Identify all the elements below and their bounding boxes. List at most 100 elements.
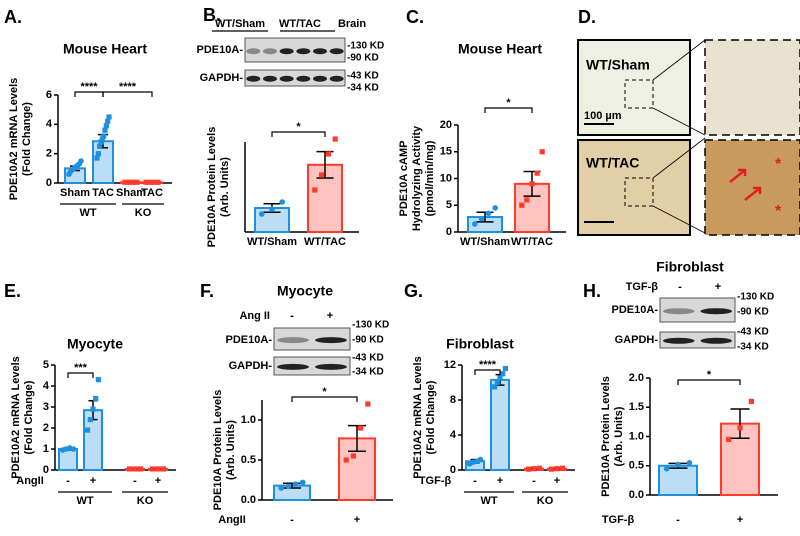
blot-band xyxy=(329,75,344,82)
significance-bracket xyxy=(484,107,533,113)
data-point xyxy=(300,479,306,486)
data-point xyxy=(500,371,506,377)
panel-label: A. xyxy=(4,7,22,27)
x-tick-label: - xyxy=(290,514,294,526)
data-point xyxy=(325,151,331,157)
blot-treatment: TGF-β xyxy=(626,281,659,293)
data-point xyxy=(155,466,161,472)
data-point xyxy=(126,179,132,185)
blot-strip xyxy=(273,356,351,376)
data-point xyxy=(549,466,555,472)
y-tick-label: 1.0 xyxy=(241,414,256,426)
blot-lane: + xyxy=(715,281,721,293)
y-tick-label: 4 xyxy=(450,429,457,441)
data-point xyxy=(519,202,525,208)
y-axis-label: (Fold Change) xyxy=(23,380,35,454)
data-point xyxy=(105,118,111,124)
x-tick-label: + xyxy=(155,475,161,487)
data-point xyxy=(492,384,498,390)
data-point xyxy=(292,481,299,487)
significance-bracket xyxy=(474,369,501,375)
blot-size: -43 KD xyxy=(737,327,769,338)
significance-label: * xyxy=(322,386,327,398)
group-label: WT xyxy=(76,495,93,507)
y-tick-label: 0 xyxy=(450,464,456,476)
x-axis-label: AngII xyxy=(16,475,44,487)
data-point xyxy=(130,179,136,185)
data-point xyxy=(99,136,105,142)
y-tick-label: 0.5 xyxy=(241,454,256,466)
y-tick-label: 0 xyxy=(43,464,49,476)
data-point xyxy=(102,127,108,133)
blot-band xyxy=(663,308,695,315)
y-axis-label: (Fold Change) xyxy=(21,102,33,176)
data-point xyxy=(137,466,143,472)
arrow xyxy=(744,186,762,201)
y-axis-label: (Arb. Units) xyxy=(219,157,231,217)
blot-band xyxy=(246,75,261,82)
data-point xyxy=(675,461,681,468)
panel-label: E. xyxy=(4,281,21,301)
data-point xyxy=(559,465,565,471)
data-point xyxy=(127,466,133,472)
data-point xyxy=(494,379,500,386)
blot-size: -130 KD xyxy=(352,320,389,331)
blot-row: PDE10A- xyxy=(612,304,659,316)
blot-band xyxy=(246,48,261,55)
data-point xyxy=(143,179,149,185)
data-point xyxy=(748,398,754,404)
data-point xyxy=(87,417,93,423)
blot-size: -34 KD xyxy=(347,83,379,94)
y-axis-label: PDE10A Protein Levels xyxy=(212,390,224,511)
blot-strip xyxy=(659,331,736,349)
y-tick-label: 2 xyxy=(43,422,49,434)
significance-label: * xyxy=(506,97,511,109)
data-point xyxy=(95,377,101,383)
data-point xyxy=(358,425,364,431)
significance-label: *** xyxy=(74,362,88,374)
blot-row: PDE10A- xyxy=(197,44,244,56)
significance-bracket xyxy=(677,379,741,385)
blot-size: -130 KD xyxy=(737,292,774,303)
panel-label: C. xyxy=(406,7,424,27)
data-point xyxy=(332,136,338,142)
y-tick-label: 0.0 xyxy=(629,489,644,501)
x-tick-label: + xyxy=(497,475,503,487)
y-tick-label: 5 xyxy=(43,359,49,371)
data-point xyxy=(95,151,101,157)
y-axis-label: (Arb. Units) xyxy=(613,406,625,466)
x-tick-label: + xyxy=(737,514,743,526)
data-point xyxy=(472,221,478,227)
y-tick-label: 6 xyxy=(46,89,52,101)
image-label: WT/TAC xyxy=(586,155,639,171)
y-axis-label: Hydrolyzing Activity xyxy=(411,125,423,231)
data-point xyxy=(686,460,693,466)
significance-bracket xyxy=(271,131,326,137)
data-point xyxy=(132,466,138,472)
blot-lane: - xyxy=(678,281,682,293)
blot-band xyxy=(263,48,277,55)
y-tick-label: 0 xyxy=(46,177,52,189)
y-tick-label: 1.0 xyxy=(629,430,644,442)
panel-label: H. xyxy=(583,281,601,301)
micrograph xyxy=(577,39,691,136)
x-tick-label: Sham xyxy=(116,187,146,199)
blot-strip xyxy=(244,37,346,63)
data-point xyxy=(134,179,140,185)
data-point xyxy=(737,425,743,431)
blot-size: -34 KD xyxy=(352,367,384,378)
data-point xyxy=(279,199,286,205)
y-tick-label: 2 xyxy=(46,148,52,160)
blot-band xyxy=(296,75,311,82)
panel-label: F. xyxy=(200,281,214,301)
blot-band xyxy=(315,363,347,370)
x-tick-label: - xyxy=(473,475,477,487)
group-label: WT xyxy=(79,207,96,219)
y-axis-label: PDE10A2 mRNA Levels xyxy=(412,356,424,478)
arrow xyxy=(729,168,747,183)
zoom-line xyxy=(652,107,706,136)
x-tick-label: + xyxy=(90,475,96,487)
x-tick-label: Sham xyxy=(60,187,90,199)
significance-label: * xyxy=(296,121,301,133)
